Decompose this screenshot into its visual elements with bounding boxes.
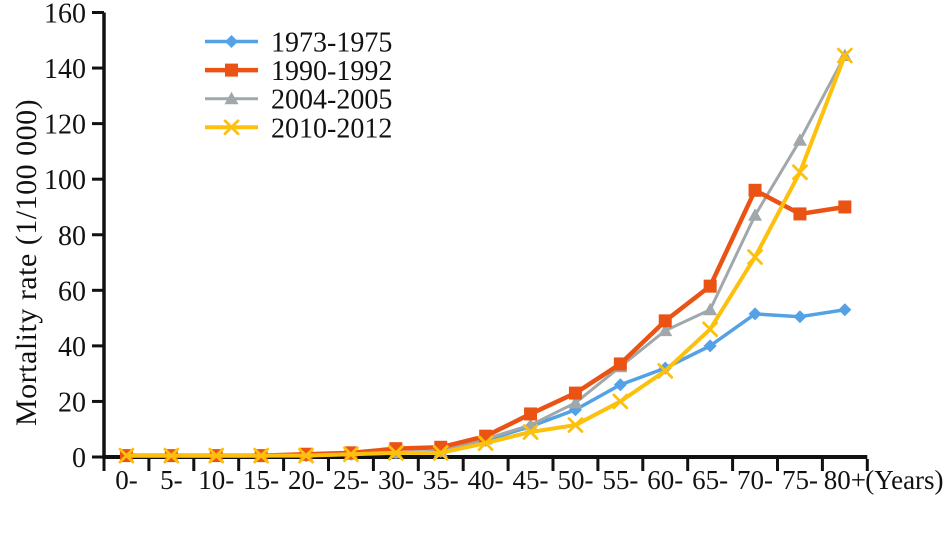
x-tick-label: 5- xyxy=(160,465,183,495)
series-2004-2005 xyxy=(119,48,852,462)
x-marker xyxy=(612,393,629,410)
x-tick-label: 75- xyxy=(782,465,818,495)
square-marker xyxy=(568,386,582,400)
x-tick-label: 30- xyxy=(378,465,414,495)
y-tick-label: 120 xyxy=(44,110,86,141)
x-tick-label: 70- xyxy=(737,465,773,495)
x-marker xyxy=(387,444,404,461)
y-tick-label: 60 xyxy=(58,276,86,307)
diamond-marker xyxy=(703,339,717,353)
square-marker xyxy=(524,407,538,421)
x-marker xyxy=(477,435,494,452)
diamond-marker xyxy=(793,310,807,324)
x-marker xyxy=(567,417,584,433)
x-marker xyxy=(522,424,539,440)
x-marker xyxy=(432,444,449,461)
triangle-marker xyxy=(224,91,239,105)
y-tick-label: 160 xyxy=(44,0,86,30)
x-marker xyxy=(298,447,314,464)
legend-label: 1973-1975 xyxy=(271,28,392,59)
y-tick-label: 100 xyxy=(44,165,86,196)
y-tick-label: 40 xyxy=(58,332,86,363)
legend-item-2004-2005: 2004-2005 xyxy=(205,85,392,116)
square-marker xyxy=(225,63,238,77)
triangle-marker xyxy=(748,208,763,221)
x-tick-label: 55- xyxy=(602,465,638,495)
square-marker xyxy=(793,207,807,221)
x-tick-label: 45- xyxy=(513,465,549,495)
legend-item-1990-1992: 1990-1992 xyxy=(205,56,392,87)
x-tick-label: 35- xyxy=(423,465,459,495)
diamond-marker xyxy=(613,378,627,392)
x-marker xyxy=(253,447,270,464)
x-tick-label: 65- xyxy=(692,465,728,495)
x-marker xyxy=(118,447,135,464)
square-marker xyxy=(748,183,762,197)
triangle-marker xyxy=(792,133,807,146)
triangle-marker xyxy=(658,323,673,337)
x-marker xyxy=(163,447,180,464)
series-2010-2012 xyxy=(118,47,853,464)
square-marker xyxy=(613,357,627,371)
series-line-2004-2005 xyxy=(126,54,847,458)
x-marker xyxy=(657,362,674,379)
y-tick-label: 80 xyxy=(58,221,86,252)
legend-item-1973-1975: 1973-1975 xyxy=(205,28,392,59)
x-tick-label: 80+ xyxy=(824,465,866,495)
legend-label: 2004-2005 xyxy=(271,85,392,116)
diamond-marker xyxy=(748,307,762,321)
x-tick-label: 60- xyxy=(647,465,683,495)
x-axis-unit-label: (Years) xyxy=(865,465,943,495)
x-tick-label: 15- xyxy=(243,465,279,495)
square-marker xyxy=(703,279,717,293)
legend-label: 1990-1992 xyxy=(271,56,392,87)
x-marker xyxy=(836,47,853,64)
diamond-marker xyxy=(838,303,852,317)
y-tick-label: 140 xyxy=(44,54,86,85)
diamond-marker xyxy=(225,35,238,48)
y-tick-label: 0 xyxy=(72,443,86,474)
triangle-marker xyxy=(703,302,718,316)
legend-label: 2010-2012 xyxy=(271,113,392,144)
x-tick-label: 25- xyxy=(333,465,369,495)
square-marker xyxy=(658,314,672,328)
square-marker xyxy=(838,200,852,214)
y-tick-label: 20 xyxy=(58,387,86,418)
series-line-1990-1992 xyxy=(126,188,846,458)
x-marker xyxy=(223,119,240,136)
x-marker xyxy=(747,249,763,265)
legend-item-2010-2012: 2010-2012 xyxy=(205,113,392,144)
x-marker xyxy=(792,164,808,181)
x-marker xyxy=(208,447,225,464)
x-tick-label: 10- xyxy=(198,465,234,495)
x-tick-label: 20- xyxy=(288,465,324,495)
triangle-marker xyxy=(568,395,583,409)
x-tick-label: 0- xyxy=(115,465,138,495)
x-tick-label: 40- xyxy=(468,465,504,495)
x-tick-label: 50- xyxy=(557,465,593,495)
x-marker xyxy=(343,446,359,463)
x-marker xyxy=(702,321,719,338)
